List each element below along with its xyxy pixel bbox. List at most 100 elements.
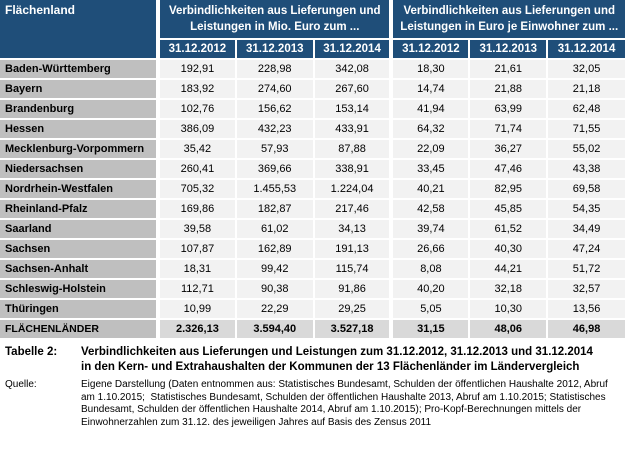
table-source: Quelle: Eigene Darstellung (Daten entnom… — [0, 379, 625, 430]
value-cell: 33,45 — [389, 158, 471, 180]
value-cell: 115,74 — [312, 258, 393, 280]
row-label: Hessen — [0, 118, 160, 140]
value-cell: 57,93 — [234, 138, 315, 160]
value-cell: 18,30 — [389, 58, 471, 80]
value-cell: 54,35 — [546, 198, 625, 220]
row-label: Mecklenburg-Vorpommern — [0, 138, 160, 160]
value-cell: 153,14 — [312, 98, 393, 120]
value-cell: 192,91 — [157, 58, 237, 80]
value-cell: 34,49 — [546, 218, 625, 240]
value-cell: 39,74 — [389, 218, 471, 240]
value-cell: 41,94 — [389, 98, 471, 120]
value-cell: 228,98 — [234, 58, 315, 80]
date-header: 31.12.2012 — [389, 38, 471, 60]
value-cell: 39,58 — [157, 218, 237, 240]
value-cell: 32,05 — [546, 58, 625, 80]
value-cell: 169,86 — [157, 198, 237, 220]
value-cell: 22,09 — [389, 138, 471, 160]
source-label: Quelle: — [5, 379, 37, 390]
value-cell: 90,38 — [234, 278, 315, 300]
value-cell: 13,56 — [546, 298, 625, 320]
value-cell: 61,52 — [468, 218, 549, 240]
total-value-cell: 3.527,18 — [312, 318, 393, 340]
total-row-label: FLÄCHENLÄNDER — [0, 318, 160, 340]
value-cell: 21,88 — [468, 78, 549, 100]
value-cell: 40,30 — [468, 238, 549, 260]
value-cell: 32,18 — [468, 278, 549, 300]
row-label: Sachsen — [0, 238, 160, 260]
table-row-brandenburg: Brandenburg 102,76 156,62 153,14 41,94 6… — [0, 98, 625, 120]
value-cell: 29,25 — [312, 298, 393, 320]
row-label: Bayern — [0, 78, 160, 100]
total-value-cell: 3.594,40 — [234, 318, 315, 340]
date-header: 31.12.2012 — [158, 38, 237, 60]
value-cell: 182,87 — [234, 198, 315, 220]
value-cell: 267,60 — [312, 78, 393, 100]
value-cell: 102,76 — [157, 98, 237, 120]
value-cell: 22,29 — [234, 298, 315, 320]
value-cell: 217,46 — [312, 198, 393, 220]
total-value-cell: 48,06 — [468, 318, 549, 340]
row-label: Rheinland-Pfalz — [0, 198, 160, 220]
value-cell: 34,13 — [312, 218, 393, 240]
value-cell: 156,62 — [234, 98, 315, 120]
row-label: Nordrhein-Westfalen — [0, 178, 160, 200]
table-body: Baden-Württemberg 192,91 228,98 342,08 1… — [0, 58, 625, 320]
value-cell: 40,20 — [389, 278, 471, 300]
date-header: 31.12.2013 — [234, 38, 315, 60]
value-cell: 274,60 — [234, 78, 315, 100]
value-cell: 342,08 — [312, 58, 393, 80]
value-cell: 432,23 — [234, 118, 315, 140]
value-cell: 71,74 — [468, 118, 549, 140]
value-cell: 32,57 — [546, 278, 625, 300]
table-row-saarland: Saarland 39,58 61,02 34,13 39,74 61,52 3… — [0, 218, 625, 240]
column-group-mio-euro: Verbindlichkeiten aus Lieferungen und Le… — [156, 0, 393, 40]
table-row-bayern: Bayern 183,92 274,60 267,60 14,74 21,88 … — [0, 78, 625, 100]
value-cell: 14,74 — [389, 78, 471, 100]
value-cell: 47,46 — [468, 158, 549, 180]
table-row-thueringen: Thüringen 10,99 22,29 29,25 5,05 10,30 1… — [0, 298, 625, 320]
value-cell: 62,48 — [546, 98, 625, 120]
total-value-cell: 2.326,13 — [157, 318, 237, 340]
value-cell: 183,92 — [157, 78, 237, 100]
value-cell: 112,71 — [157, 278, 237, 300]
table-row-niedersachsen: Niedersachsen 260,41 369,66 338,91 33,45… — [0, 158, 625, 180]
value-cell: 42,58 — [389, 198, 471, 220]
value-cell: 35,42 — [157, 138, 237, 160]
total-row: FLÄCHENLÄNDER 2.326,13 3.594,40 3.527,18… — [0, 318, 625, 340]
value-cell: 10,99 — [157, 298, 237, 320]
value-cell: 191,13 — [312, 238, 393, 260]
date-header-row: 31.12.2012 31.12.2013 31.12.2014 31.12.2… — [0, 38, 625, 60]
value-cell: 99,42 — [234, 258, 315, 280]
value-cell: 64,32 — [389, 118, 471, 140]
column-group-euro-je-einwohner: Verbindlichkeiten aus Lieferungen und Le… — [389, 0, 625, 40]
caption-text: Verbindlichkeiten aus Lieferungen und Le… — [81, 346, 593, 373]
row-label: Baden-Württemberg — [0, 58, 160, 80]
value-cell: 338,91 — [312, 158, 393, 180]
value-cell: 36,27 — [468, 138, 549, 160]
value-cell: 1.455,53 — [234, 178, 315, 200]
value-cell: 61,02 — [234, 218, 315, 240]
caption-label: Tabelle 2: — [5, 346, 58, 358]
value-cell: 63,99 — [468, 98, 549, 120]
row-label: Niedersachsen — [0, 158, 160, 180]
value-cell: 433,91 — [312, 118, 393, 140]
table-row-mecklenburg-vorpommern: Mecklenburg-Vorpommern 35,42 57,93 87,88… — [0, 138, 625, 160]
value-cell: 5,05 — [389, 298, 471, 320]
table-row-baden-wuerttemberg: Baden-Württemberg 192,91 228,98 342,08 1… — [0, 58, 625, 80]
table-row-rheinland-pfalz: Rheinland-Pfalz 169,86 182,87 217,46 42,… — [0, 198, 625, 220]
value-cell: 260,41 — [157, 158, 237, 180]
date-header: 31.12.2013 — [468, 38, 549, 60]
table-caption: Tabelle 2: Verbindlichkeiten aus Lieferu… — [0, 345, 625, 375]
table-header: Flächenland Verbindlichkeiten aus Liefer… — [0, 0, 625, 60]
row-label: Thüringen — [0, 298, 160, 320]
value-cell: 71,55 — [546, 118, 625, 140]
total-value-cell: 31,15 — [389, 318, 471, 340]
value-cell: 1.224,04 — [312, 178, 393, 200]
value-cell: 705,32 — [157, 178, 237, 200]
value-cell: 45,85 — [468, 198, 549, 220]
value-cell: 40,21 — [389, 178, 471, 200]
table-footer: FLÄCHENLÄNDER 2.326,13 3.594,40 3.527,18… — [0, 318, 625, 340]
value-cell: 10,30 — [468, 298, 549, 320]
table-row-schleswig-holstein: Schleswig-Holstein 112,71 90,38 91,86 40… — [0, 278, 625, 300]
